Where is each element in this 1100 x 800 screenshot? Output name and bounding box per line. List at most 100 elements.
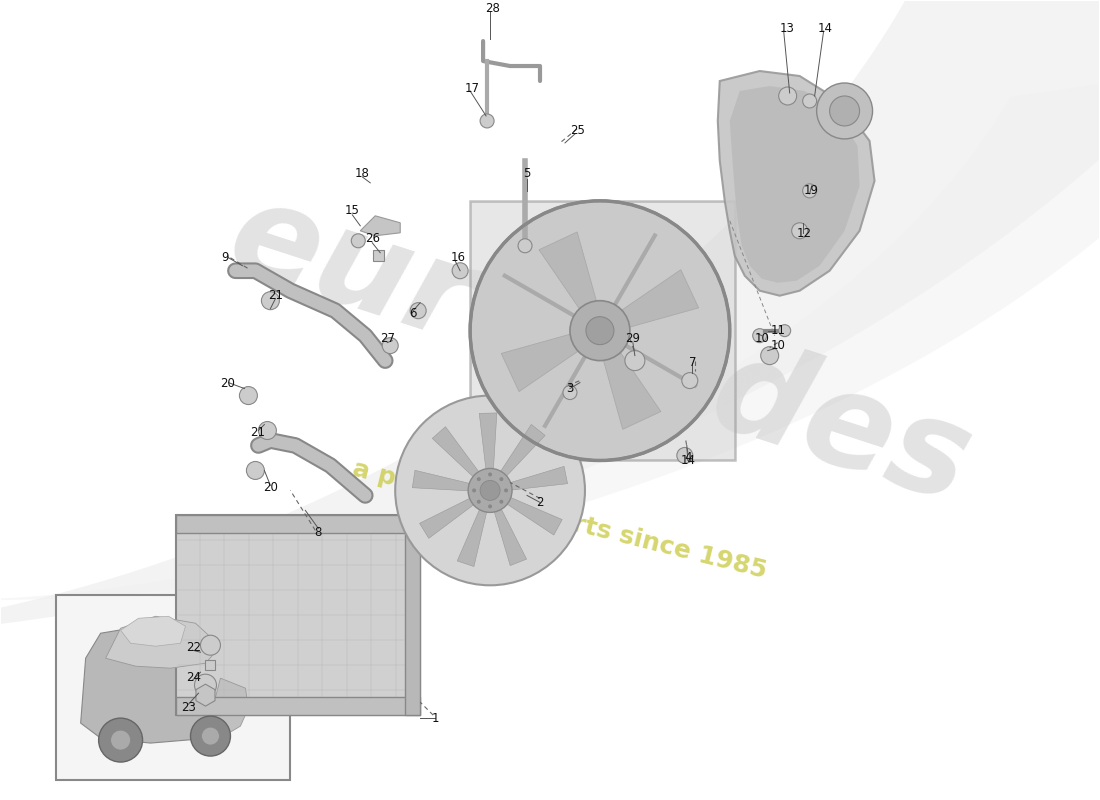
Circle shape — [752, 329, 767, 342]
Circle shape — [246, 462, 264, 479]
Circle shape — [803, 184, 816, 198]
Text: 3: 3 — [566, 382, 574, 395]
Circle shape — [625, 350, 645, 370]
Text: 28: 28 — [485, 2, 499, 14]
Circle shape — [476, 477, 481, 481]
Polygon shape — [361, 216, 400, 236]
Circle shape — [200, 635, 220, 655]
Polygon shape — [493, 506, 527, 566]
Polygon shape — [412, 470, 473, 491]
Circle shape — [499, 500, 504, 504]
Circle shape — [499, 477, 504, 481]
Polygon shape — [502, 333, 582, 391]
Polygon shape — [458, 506, 487, 566]
Text: 13: 13 — [779, 22, 794, 34]
Circle shape — [518, 238, 532, 253]
Circle shape — [676, 447, 693, 463]
Circle shape — [488, 473, 492, 477]
Polygon shape — [432, 426, 481, 479]
Text: 18: 18 — [355, 167, 370, 180]
Circle shape — [779, 325, 791, 337]
Text: 23: 23 — [182, 701, 196, 714]
Circle shape — [476, 500, 481, 504]
Polygon shape — [196, 684, 214, 706]
Polygon shape — [718, 71, 875, 296]
Polygon shape — [617, 270, 698, 329]
Polygon shape — [0, 0, 1100, 640]
Text: 5: 5 — [524, 167, 530, 180]
Circle shape — [480, 114, 494, 128]
Circle shape — [111, 730, 131, 750]
Text: 26: 26 — [365, 232, 380, 246]
Polygon shape — [80, 628, 245, 743]
Circle shape — [190, 716, 230, 756]
Bar — [373, 250, 384, 262]
Circle shape — [761, 346, 779, 365]
Text: 27: 27 — [379, 332, 395, 345]
Text: 2: 2 — [537, 496, 543, 509]
Polygon shape — [498, 425, 546, 479]
Polygon shape — [419, 497, 476, 538]
Text: 29: 29 — [626, 332, 640, 345]
Text: 20: 20 — [263, 481, 278, 494]
Text: 12: 12 — [798, 227, 812, 240]
Text: 15: 15 — [344, 204, 360, 218]
Circle shape — [99, 718, 143, 762]
Text: a passion for parts since 1985: a passion for parts since 1985 — [350, 458, 770, 583]
Circle shape — [480, 481, 501, 501]
Text: 14: 14 — [818, 22, 833, 34]
Circle shape — [816, 83, 872, 139]
Circle shape — [803, 94, 816, 108]
Polygon shape — [729, 86, 859, 282]
Text: eurocodes: eurocodes — [213, 171, 986, 530]
Text: 17: 17 — [464, 82, 480, 95]
Bar — [176, 515, 420, 715]
Circle shape — [469, 469, 513, 512]
Bar — [470, 201, 735, 461]
Text: 16: 16 — [451, 251, 465, 264]
Circle shape — [792, 223, 807, 238]
Text: 8: 8 — [315, 526, 322, 539]
Polygon shape — [507, 466, 568, 490]
Text: 21: 21 — [250, 426, 265, 439]
Polygon shape — [539, 232, 597, 313]
Text: 19: 19 — [804, 184, 820, 198]
Bar — [206, 660, 216, 670]
Text: 6: 6 — [409, 307, 417, 320]
Bar — [176, 515, 420, 534]
Circle shape — [240, 386, 257, 405]
Circle shape — [195, 674, 217, 696]
Circle shape — [563, 386, 578, 399]
Circle shape — [395, 395, 585, 586]
Polygon shape — [602, 348, 661, 430]
Circle shape — [382, 338, 398, 354]
Bar — [176, 697, 420, 715]
Text: 10: 10 — [770, 339, 785, 352]
Polygon shape — [480, 413, 497, 473]
Circle shape — [586, 317, 614, 345]
Polygon shape — [0, 61, 1100, 600]
Circle shape — [829, 96, 859, 126]
Circle shape — [570, 301, 630, 361]
Circle shape — [779, 87, 796, 105]
Polygon shape — [206, 678, 249, 738]
Circle shape — [410, 302, 426, 318]
Polygon shape — [106, 616, 220, 668]
Circle shape — [488, 505, 492, 509]
Text: 20: 20 — [220, 377, 235, 390]
Circle shape — [470, 201, 729, 461]
Text: 11: 11 — [770, 324, 785, 337]
Polygon shape — [504, 496, 562, 535]
Circle shape — [504, 489, 508, 493]
Polygon shape — [121, 616, 186, 646]
Text: 14: 14 — [680, 454, 695, 467]
Text: 10: 10 — [755, 332, 769, 345]
Circle shape — [258, 422, 276, 439]
Bar — [405, 515, 420, 715]
Text: 21: 21 — [268, 290, 283, 302]
Text: 24: 24 — [186, 670, 201, 684]
Circle shape — [472, 489, 476, 493]
Text: 25: 25 — [571, 125, 585, 138]
Circle shape — [262, 292, 279, 310]
Text: 4: 4 — [684, 451, 692, 464]
